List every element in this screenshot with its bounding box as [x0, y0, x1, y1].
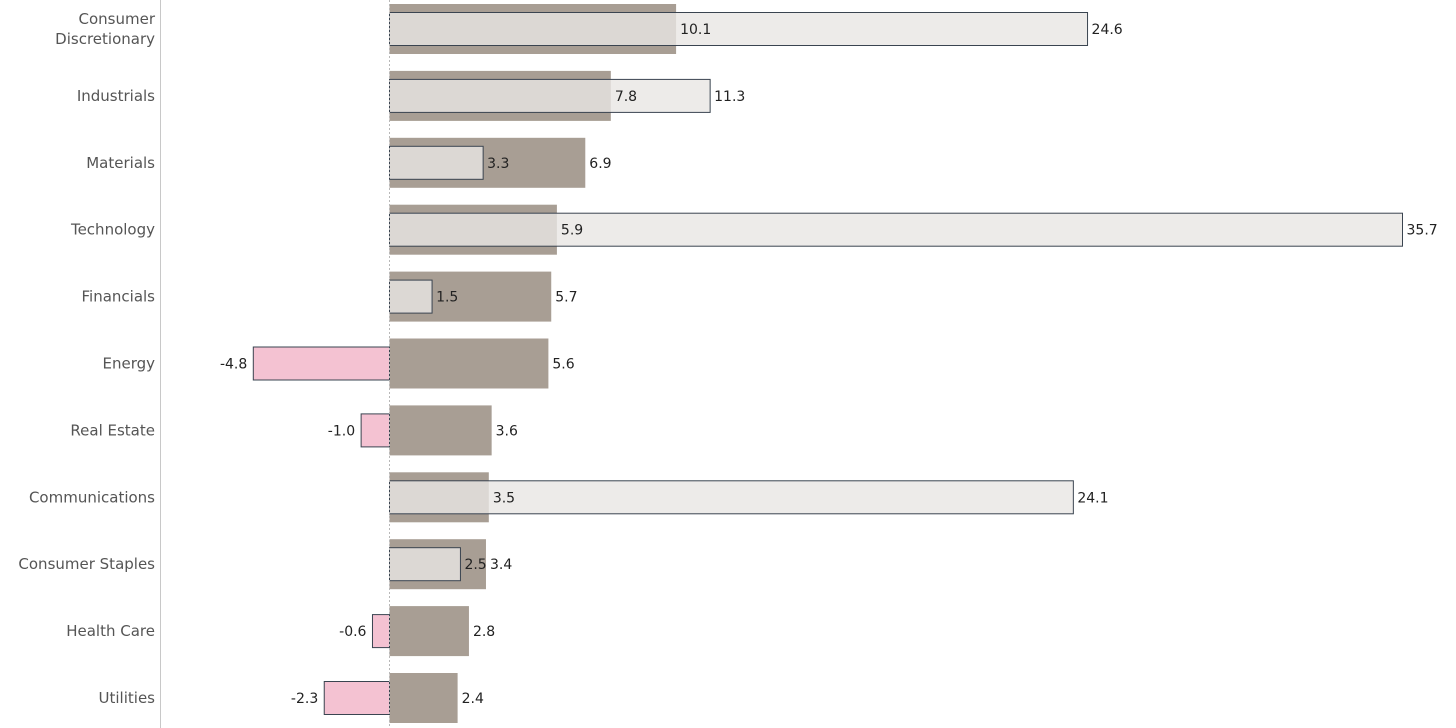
category-label-technology: Technology [70, 221, 155, 239]
bar-secondary-technology [389, 212, 1403, 247]
value-label-primary-inside-technology: 5.9 [561, 223, 583, 239]
bar-secondary-consumer-discretionary [389, 12, 1089, 46]
category-label-consumer-discretionary: Consumer Discretionary [55, 10, 156, 48]
bar-secondary-energy [252, 346, 390, 381]
bar-secondary-health-care [371, 614, 391, 649]
bar-primary-real-estate [389, 405, 492, 456]
category-label-health-care: Health Care [66, 622, 155, 640]
value-label-secondary-technology: 35.7 [1407, 223, 1438, 239]
value-label-secondary-energy: -4.8 [220, 357, 247, 373]
bar-primary-energy [389, 338, 549, 389]
bar-primary-utilities [389, 673, 458, 723]
bar-primary-health-care [389, 606, 469, 657]
secondary-bars [252, 12, 1403, 715]
value-label-primary-health-care: 2.8 [473, 624, 495, 640]
value-label-primary-consumer-staples: 3.4 [490, 557, 512, 573]
value-label-secondary-communications: 24.1 [1077, 490, 1108, 506]
value-label-primary-inside-consumer-discretionary: 10.1 [680, 22, 711, 38]
category-label-utilities: Utilities [99, 689, 156, 707]
category-label-consumer-staples: Consumer Staples [18, 555, 155, 573]
category-label-communications: Communications [29, 488, 155, 506]
category-label-materials: Materials [86, 154, 155, 172]
category-label-energy: Energy [102, 355, 155, 373]
category-label-real-estate: Real Estate [70, 421, 155, 439]
value-label-secondary-industrials: 11.3 [714, 89, 745, 105]
value-label-primary-energy: 5.6 [552, 357, 574, 373]
bar-secondary-real-estate [360, 413, 391, 448]
value-label-secondary-consumer-discretionary: 24.6 [1092, 22, 1123, 38]
value-label-primary-utilities: 2.4 [462, 691, 484, 707]
value-label-primary-inside-industrials: 7.8 [615, 89, 637, 105]
bar-secondary-consumer-staples [389, 547, 461, 582]
value-label-primary-inside-communications: 3.5 [493, 490, 515, 506]
value-label-primary-materials: 6.9 [589, 156, 611, 172]
bar-secondary-industrials [389, 78, 711, 113]
bar-secondary-financials [389, 279, 433, 314]
value-label-secondary-utilities: -2.3 [291, 691, 318, 707]
value-label-secondary-health-care: -0.6 [339, 624, 366, 640]
bar-secondary-utilities [323, 681, 390, 715]
value-label-primary-real-estate: 3.6 [496, 423, 518, 439]
value-label-secondary-materials: 3.3 [487, 156, 509, 172]
bar-secondary-materials [389, 145, 484, 180]
category-label-industrials: Industrials [77, 87, 155, 105]
category-labels: Consumer Discretionary Industrials Material… [18, 10, 155, 707]
value-label-secondary-consumer-staples: 2.5 [464, 557, 486, 573]
category-label-financials: Financials [82, 288, 156, 306]
value-label-primary-financials: 5.7 [555, 290, 577, 306]
bar-secondary-communications [389, 480, 1074, 515]
value-label-secondary-financials: 1.5 [436, 290, 458, 306]
value-labels: 24.6 10.1 11.3 7.8 3.3 6.9 35.7 5.9 1.5 5.7 -4.8 5.… [220, 22, 1438, 707]
value-label-secondary-real-estate: -1.0 [328, 423, 355, 439]
